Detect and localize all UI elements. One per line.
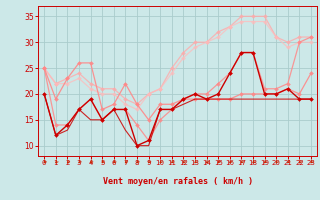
X-axis label: Vent moyen/en rafales ( km/h ): Vent moyen/en rafales ( km/h ) (103, 177, 252, 186)
